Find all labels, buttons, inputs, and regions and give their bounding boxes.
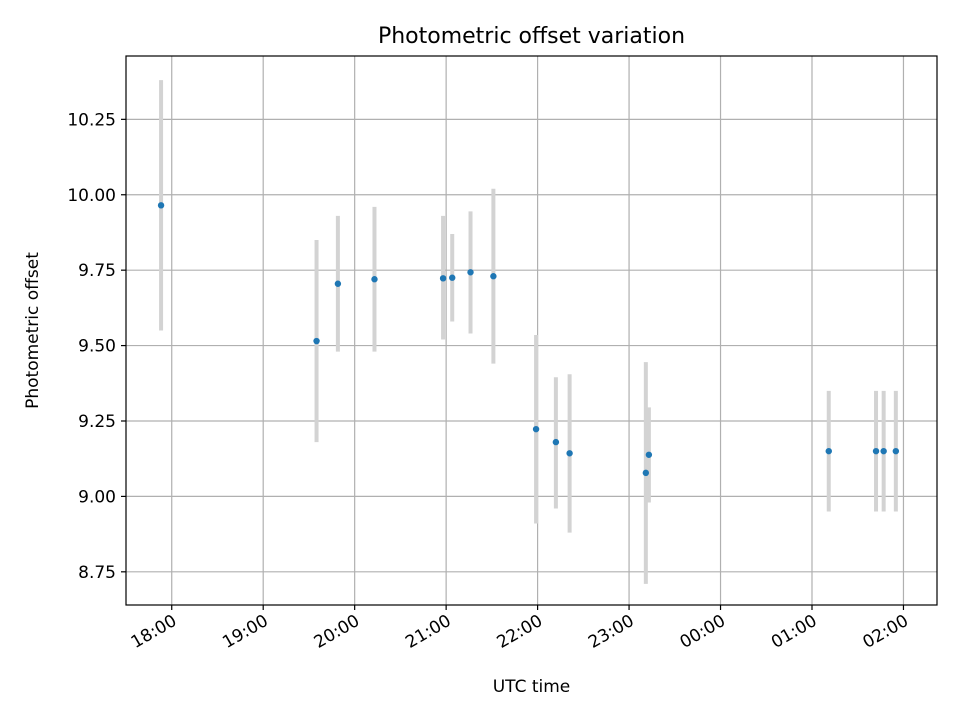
y-tick-label: 10.25	[67, 110, 116, 130]
data-point	[490, 273, 497, 280]
data-point	[566, 450, 573, 457]
y-tick-label: 8.75	[78, 563, 116, 583]
data-point	[642, 469, 650, 477]
data-point	[892, 447, 900, 455]
data-point	[467, 269, 474, 276]
data-point	[872, 447, 880, 455]
plot-area	[126, 56, 937, 605]
data-point	[157, 202, 165, 209]
data-point	[334, 280, 342, 287]
x-axis-label: UTC time	[493, 677, 571, 697]
y-tick-label: 9.50	[78, 337, 116, 357]
y-axis-label: Photometric offset	[23, 252, 43, 409]
y-tick-label: 10.00	[67, 186, 116, 206]
y-axis-ticks: 8.75 9.00 9.25 9.50 9.75 10.00 10.25	[67, 110, 126, 583]
grid	[126, 56, 937, 605]
data-point	[532, 425, 540, 433]
data-point	[313, 337, 320, 345]
data-point	[880, 447, 887, 455]
chart-title: Photometric offset variation	[378, 24, 685, 49]
data-points	[157, 202, 900, 477]
data-point	[825, 447, 832, 455]
data-point	[552, 438, 560, 446]
y-tick-label: 9.00	[78, 487, 116, 507]
data-point	[645, 451, 653, 458]
y-tick-label: 9.75	[78, 261, 116, 281]
data-point	[449, 274, 456, 281]
data-point	[439, 275, 447, 282]
y-tick-label: 9.25	[78, 412, 116, 432]
plot-frame	[125, 55, 938, 606]
data-point	[371, 276, 378, 283]
